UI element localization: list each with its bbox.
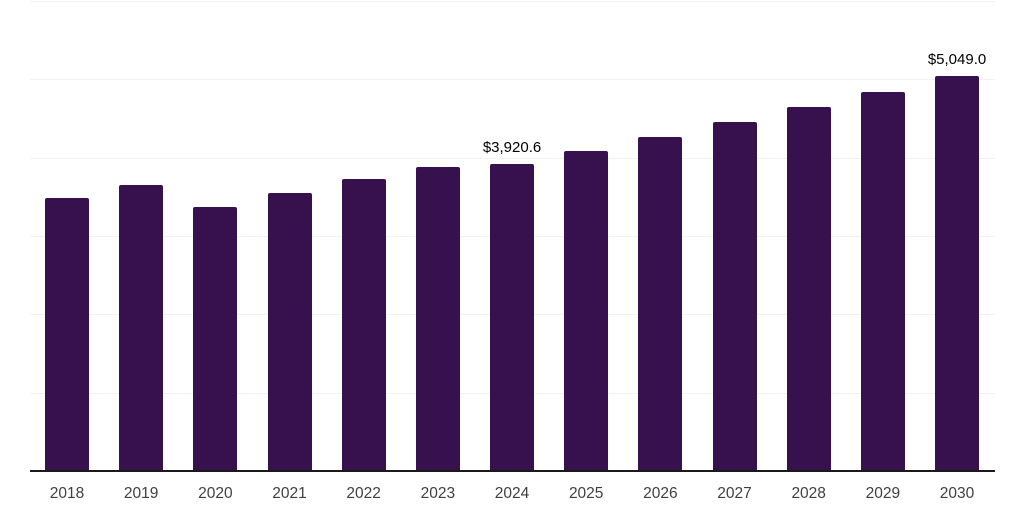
x-axis-label-2029: 2029 — [865, 485, 901, 502]
bar-2019[interactable] — [119, 185, 164, 471]
bar-2022[interactable] — [341, 178, 386, 471]
x-axis-label-2020: 2020 — [198, 485, 233, 502]
bar-2025[interactable] — [564, 150, 609, 471]
bar-2018[interactable] — [45, 198, 89, 471]
x-axis-label-2030: 2030 — [939, 485, 975, 502]
bar-2026[interactable] — [638, 136, 683, 471]
gridline — [30, 79, 995, 81]
x-axis-label-2018: 2018 — [49, 485, 85, 502]
bar-2024[interactable] — [490, 163, 535, 471]
x-axis-label-2027: 2027 — [717, 485, 752, 502]
data-label-2024: $3,920.6 — [482, 138, 542, 156]
data-label-2030: $5,049.0 — [927, 50, 987, 68]
bar-2028[interactable] — [786, 107, 831, 471]
bar-2020[interactable] — [193, 207, 238, 471]
x-axis-label-2026: 2026 — [643, 485, 678, 502]
bar-2023[interactable] — [415, 167, 460, 471]
gridline — [30, 157, 995, 159]
bar-2021[interactable] — [267, 193, 312, 471]
x-axis-label-2025: 2025 — [568, 485, 604, 502]
x-axis-label-2024: 2024 — [494, 485, 530, 502]
plot-area: $3,920.6 $5,049.0 — [30, 0, 995, 472]
gridline — [30, 1, 995, 2]
bar-2029[interactable] — [860, 91, 905, 471]
bar-2030[interactable] — [935, 75, 980, 471]
x-axis-line — [30, 470, 995, 472]
x-axis-label-2028: 2028 — [791, 485, 826, 502]
bar-2027[interactable] — [712, 122, 757, 471]
x-axis-label-2019: 2019 — [123, 485, 159, 502]
x-axis-label-2021: 2021 — [272, 485, 307, 502]
x-axis-label-2022: 2022 — [346, 485, 381, 502]
x-axis-label-2023: 2023 — [420, 485, 456, 502]
